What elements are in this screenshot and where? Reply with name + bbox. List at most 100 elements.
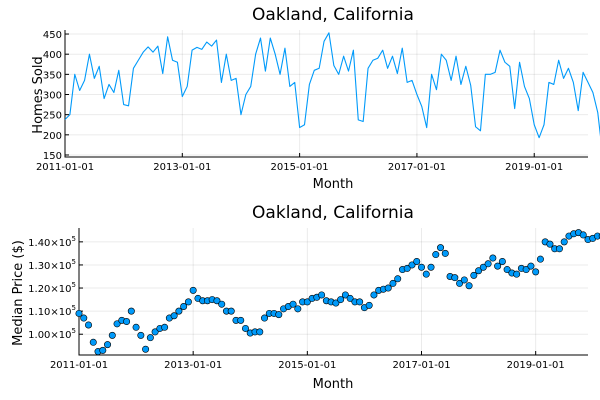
data-point bbox=[365, 301, 373, 309]
data-point bbox=[261, 314, 269, 322]
data-point bbox=[441, 249, 449, 257]
x-tick-label: 2013-01-01 bbox=[153, 162, 211, 173]
data-point bbox=[417, 263, 425, 271]
data-point bbox=[494, 262, 502, 270]
x-tick-label: 2011-01-01 bbox=[36, 162, 94, 173]
data-point bbox=[346, 294, 354, 302]
data-point bbox=[389, 279, 397, 287]
data-point bbox=[498, 257, 506, 265]
data-point bbox=[218, 300, 226, 308]
data-point bbox=[227, 307, 235, 315]
data-point bbox=[408, 261, 416, 269]
data-point bbox=[489, 254, 497, 262]
data-point bbox=[384, 284, 392, 292]
data-point bbox=[422, 270, 430, 278]
data-point bbox=[370, 291, 378, 299]
chart-title-homes-sold: Oakland, California bbox=[252, 5, 414, 25]
axis-spines bbox=[78, 228, 588, 356]
data-point bbox=[289, 300, 297, 308]
data-point bbox=[89, 338, 97, 346]
y-tick-label: 300 bbox=[43, 91, 62, 102]
x-tick-label: 2019-01-01 bbox=[507, 360, 565, 371]
data-point bbox=[146, 334, 154, 342]
data-point bbox=[294, 305, 302, 313]
data-point bbox=[403, 264, 411, 272]
data-point bbox=[237, 316, 245, 324]
homes-sold-chart: Oakland, California Month Homes Sold 201… bbox=[31, 5, 600, 192]
y-tick-label: 350 bbox=[43, 70, 62, 81]
data-point bbox=[180, 303, 188, 311]
data-point bbox=[337, 296, 345, 304]
data-point bbox=[75, 309, 83, 317]
data-point bbox=[427, 263, 435, 271]
series-line bbox=[64, 32, 600, 139]
data-point bbox=[318, 291, 326, 299]
data-point bbox=[470, 271, 478, 279]
data-point bbox=[555, 245, 563, 253]
data-point bbox=[536, 255, 544, 263]
x-tick-label: 2013-01-01 bbox=[164, 360, 222, 371]
y-tick-label: 450 bbox=[43, 30, 62, 41]
data-point bbox=[475, 267, 483, 275]
y-axis-label-homes-sold: Homes Sold bbox=[31, 56, 46, 133]
data-point bbox=[303, 298, 311, 306]
data-point bbox=[451, 274, 459, 282]
plot-area-median-price: 2011-01-01 2013-01-01 2015-01-01 2017-01-01… bbox=[28, 228, 600, 371]
data-point bbox=[151, 328, 159, 336]
x-tick-label: 2017-01-01 bbox=[388, 162, 446, 173]
data-point bbox=[527, 262, 535, 270]
data-point bbox=[175, 307, 183, 315]
data-point bbox=[456, 279, 464, 287]
x-tick-label: 2019-01-01 bbox=[505, 162, 563, 173]
x-axis-label-homes-sold: Month bbox=[313, 177, 354, 192]
axis-spines bbox=[64, 30, 588, 158]
x-tick-label: 2015-01-01 bbox=[278, 360, 336, 371]
y-tick-label: 1.00×105 bbox=[28, 327, 76, 341]
data-point bbox=[127, 307, 135, 315]
y-tick-label: 1.40×105 bbox=[28, 235, 76, 249]
data-point bbox=[137, 331, 145, 339]
data-point bbox=[546, 240, 554, 248]
x-axis-label-median-price: Month bbox=[313, 377, 354, 392]
data-point bbox=[132, 323, 140, 331]
data-point bbox=[332, 299, 340, 307]
data-point bbox=[184, 298, 192, 306]
data-point bbox=[108, 331, 116, 339]
data-point bbox=[242, 324, 250, 332]
data-point bbox=[413, 257, 421, 265]
x-tick-label: 2015-01-01 bbox=[271, 162, 329, 173]
y-tick-label: 150 bbox=[43, 151, 62, 162]
data-point bbox=[394, 275, 402, 283]
y-tick-label: 400 bbox=[43, 50, 62, 61]
data-point bbox=[503, 266, 511, 274]
data-point bbox=[213, 297, 221, 305]
data-point bbox=[437, 244, 445, 252]
data-point bbox=[104, 341, 112, 349]
data-point bbox=[170, 312, 178, 320]
y-axis-label-median-price: Median Price ($) bbox=[11, 240, 26, 346]
data-point bbox=[99, 346, 107, 354]
y-tick-label: 1.20×105 bbox=[28, 281, 76, 295]
data-point bbox=[161, 323, 169, 331]
y-tick-label: 250 bbox=[43, 111, 62, 122]
y-tick-label: 1.10×105 bbox=[28, 304, 76, 318]
data-point bbox=[341, 291, 349, 299]
data-point bbox=[123, 318, 131, 326]
data-point bbox=[356, 298, 364, 306]
x-tick-label: 2011-01-01 bbox=[50, 360, 108, 371]
data-point bbox=[275, 311, 283, 319]
data-point bbox=[594, 232, 600, 240]
data-point bbox=[256, 328, 264, 336]
data-point bbox=[479, 263, 487, 271]
data-point bbox=[189, 286, 197, 294]
y-tick-label: 1.30×105 bbox=[28, 258, 76, 272]
data-point bbox=[432, 251, 440, 259]
data-point bbox=[85, 321, 93, 329]
data-point bbox=[465, 282, 473, 290]
x-tick-label: 2017-01-01 bbox=[392, 360, 450, 371]
data-point bbox=[513, 270, 521, 278]
data-point bbox=[113, 320, 121, 328]
y-tick-label: 200 bbox=[43, 131, 62, 142]
data-point bbox=[484, 260, 492, 268]
median-price-chart: Oakland, California Month Median Price (… bbox=[11, 203, 600, 392]
